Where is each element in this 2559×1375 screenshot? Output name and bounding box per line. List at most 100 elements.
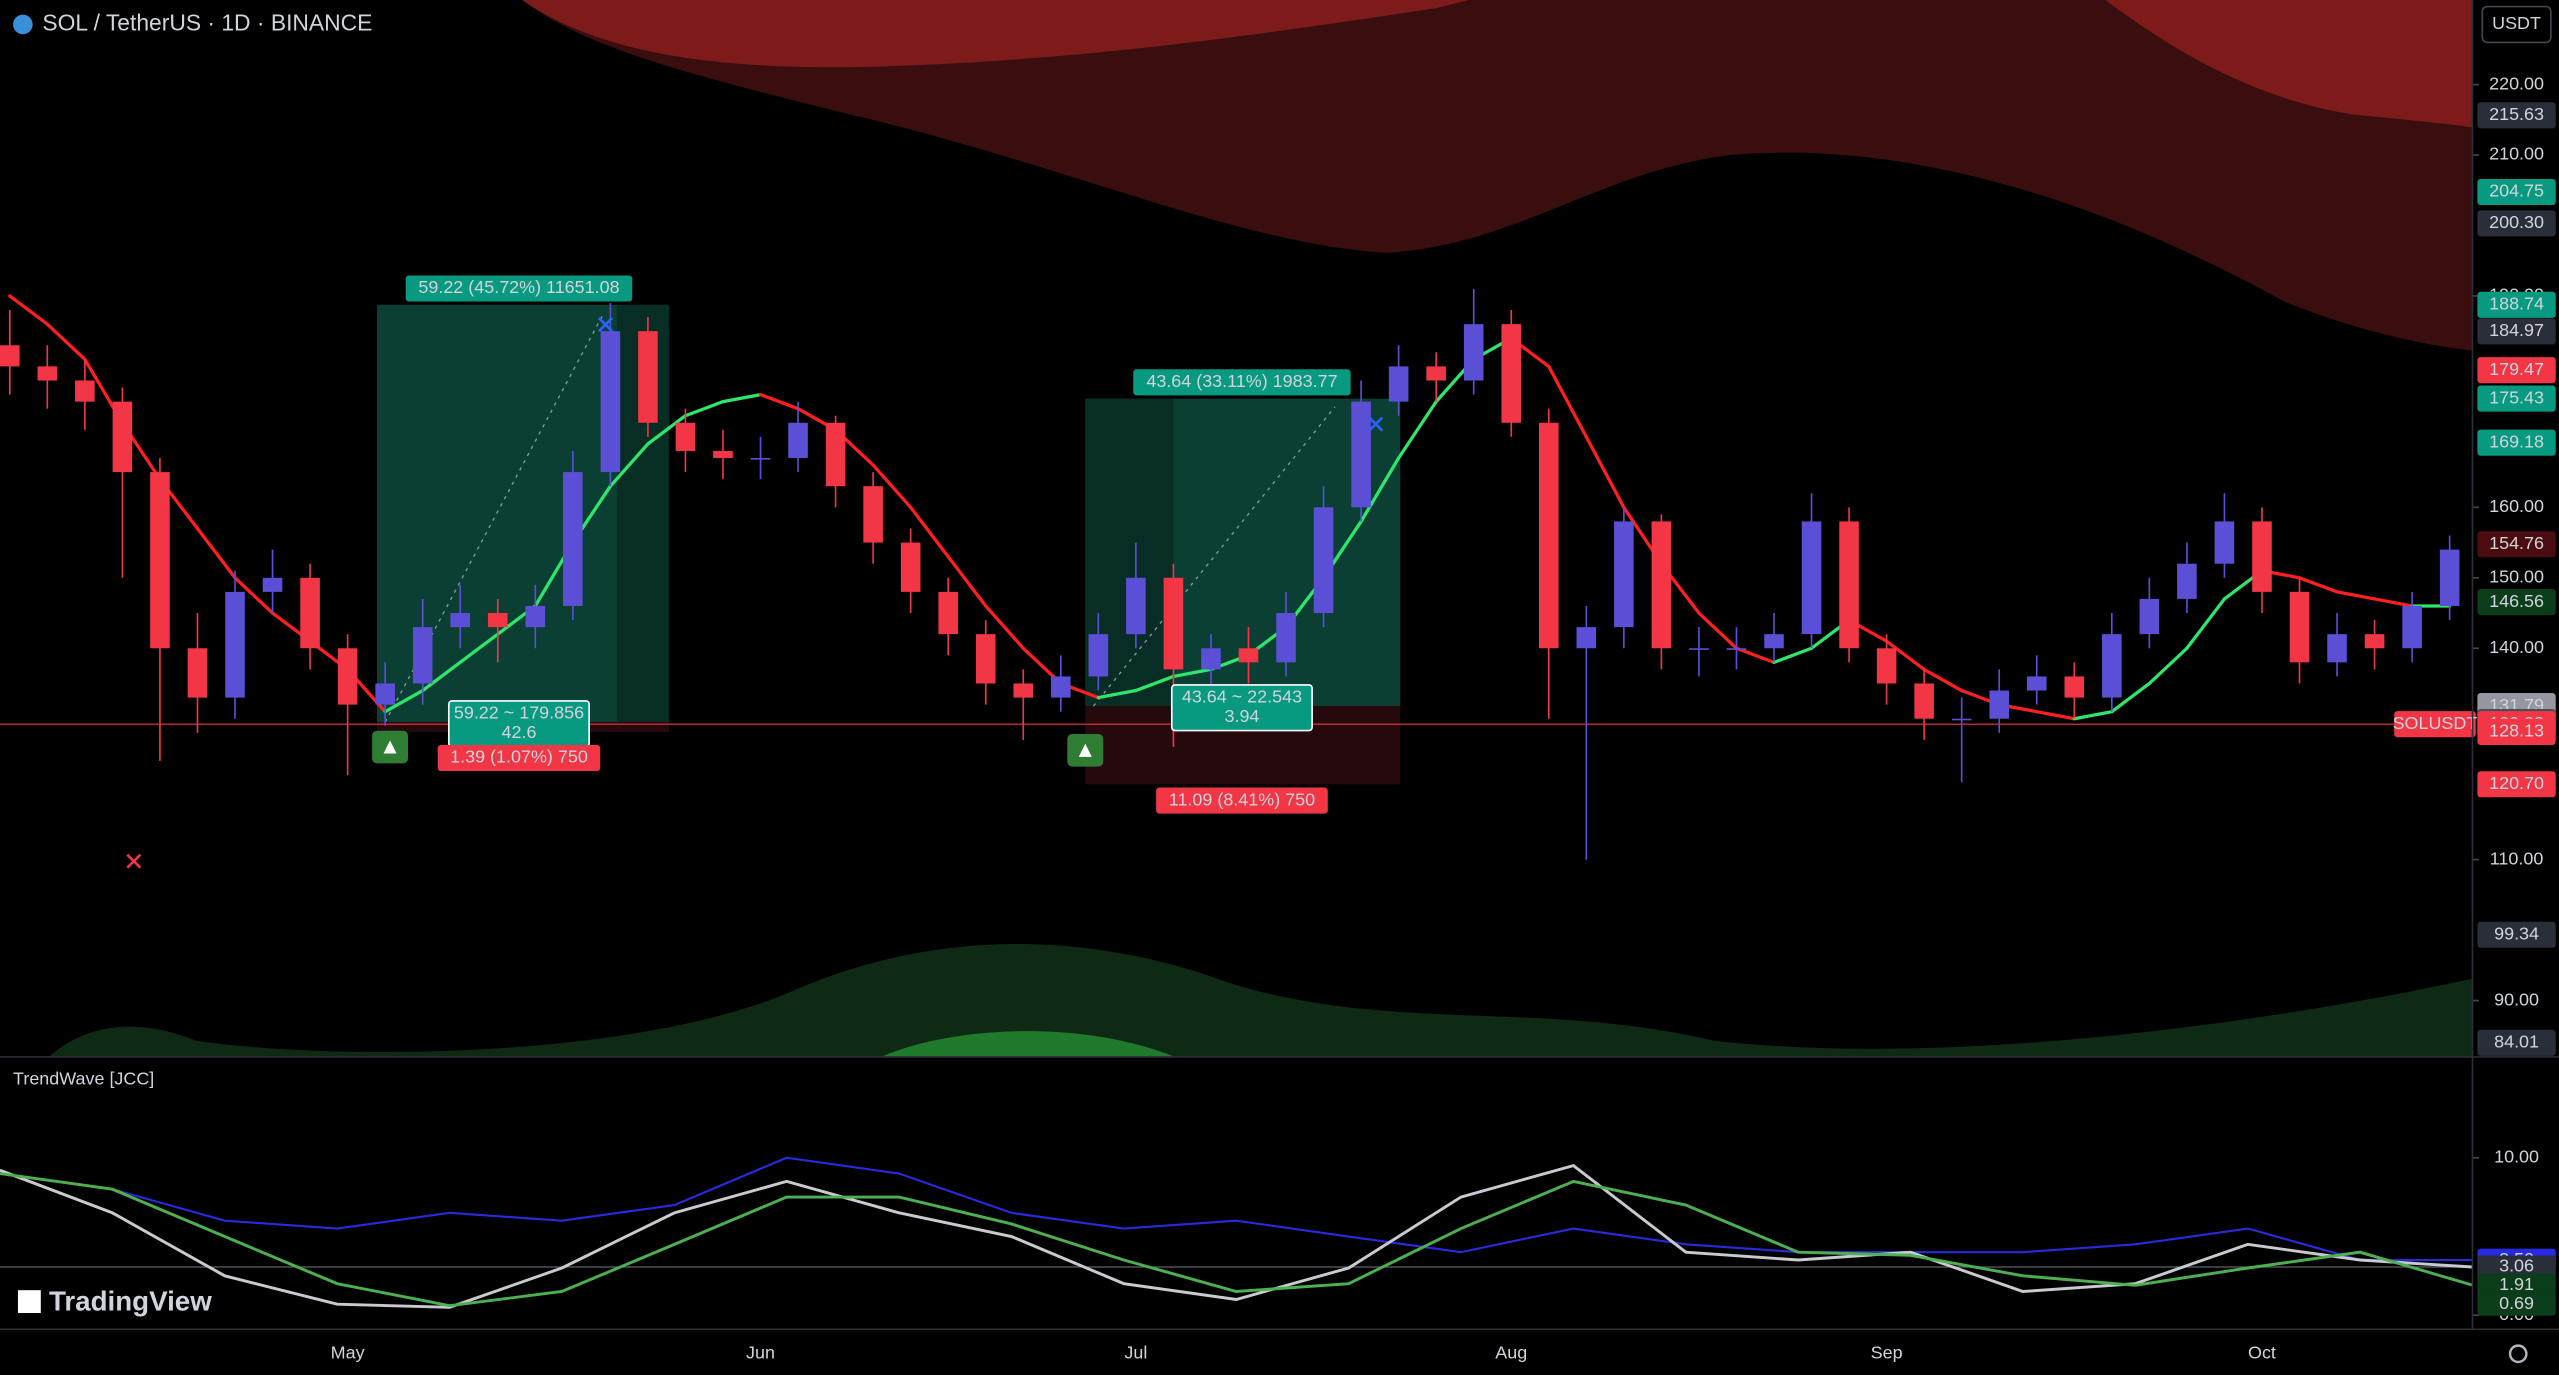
candle-body [1876, 648, 1897, 684]
candle-body [1989, 690, 2010, 719]
trend-line [909, 505, 950, 559]
trend-line [984, 604, 1025, 650]
price-badge [2477, 385, 2556, 412]
trend-line [646, 414, 688, 446]
price-badge [2477, 178, 2556, 206]
trade-risk-bg [1156, 787, 1328, 814]
symbol-icon[interactable] [13, 14, 33, 35]
settings-icon[interactable] [2508, 1344, 2528, 1364]
trade-result-bg [1133, 369, 1351, 396]
trade-entry: 43.64 ~ 22.543 [1182, 687, 1302, 707]
candle-body [638, 331, 658, 423]
currency-label[interactable]: USDT [2492, 13, 2541, 33]
trend-line [458, 632, 500, 664]
candle-body [337, 648, 358, 705]
candle-body [2214, 521, 2235, 564]
price-badge-label: 175.43 [2489, 387, 2544, 407]
plot-area: May Jun Jul Aug Sep Oct 59.22 (45.72%) 11651.0… [0, 73, 2556, 1363]
candle-body [150, 472, 170, 649]
candle-body [1538, 422, 1559, 649]
candle-body [713, 450, 733, 459]
trend-line [2335, 590, 2377, 601]
y-tick-label: 220.00 [2489, 73, 2544, 93]
candle-body [2177, 563, 2197, 599]
candle-body [1651, 521, 1672, 649]
candle-body [2102, 634, 2122, 698]
indicator-badge [2477, 1292, 2556, 1316]
price-badge [2477, 588, 2556, 616]
indicator-badge-label: 1.91 [2499, 1274, 2534, 1294]
exit-marker [1368, 416, 1384, 432]
trend-line [1772, 646, 1814, 664]
price-badge [2477, 771, 2556, 798]
candle-body [2364, 634, 2385, 649]
entry-signal-arrow [1078, 743, 1092, 757]
candle-body [825, 422, 846, 487]
indicator-badge [2477, 1273, 2556, 1297]
price-badge-label: 204.75 [2489, 181, 2544, 201]
trend-line [1884, 639, 1926, 672]
price-badge [2477, 921, 2556, 948]
trade-result-bg [405, 275, 633, 302]
candle-body [563, 472, 583, 606]
symbol-title[interactable]: SOL / TetherUS · 1D · BINANCE [42, 10, 372, 36]
price-badge-label: 154.76 [2489, 533, 2544, 553]
x-tick-label: Sep [1871, 1343, 1903, 1363]
y-tick-label: 110.00 [2490, 848, 2544, 868]
trend-line [1134, 674, 1176, 693]
trade-risk: 1.39 (1.07%) 750 [450, 747, 588, 767]
trend-line [1359, 456, 1401, 524]
price-badge [2477, 210, 2556, 237]
candle-body [1764, 634, 1784, 649]
candle-body [975, 634, 996, 684]
candle-body [487, 613, 508, 628]
trend-line [421, 660, 462, 693]
candle-body [675, 422, 696, 451]
watermark: TradingView [49, 1286, 212, 1317]
indicator-badge [2477, 1255, 2556, 1279]
price-badge-label: 128.13 [2489, 721, 2544, 741]
trade-result: 43.64 (33.11%) 1983.77 [1146, 371, 1337, 391]
price-badge [2477, 102, 2556, 129]
trend-line [8, 294, 49, 326]
candle-body [0, 345, 20, 367]
resistance-cloud-core [522, 0, 2473, 128]
price-badge [2477, 291, 2556, 318]
x-tick-label: Jun [746, 1343, 775, 1363]
trend-line [1697, 611, 1739, 650]
candle-body [750, 458, 771, 460]
candle-body [2139, 598, 2160, 635]
candle-body [2327, 634, 2347, 663]
oscillator-line [0, 1172, 2473, 1308]
trade-path [1092, 406, 1336, 707]
trend-line [1584, 435, 1626, 509]
indicator-title[interactable]: TrendWave [JCC] [13, 1069, 154, 1089]
trade-entry-bg [1170, 684, 1313, 732]
candle-body [1951, 718, 1972, 721]
candle-body [1351, 401, 1371, 508]
price-badge-label: 215.63 [2489, 104, 2544, 124]
trend-line [1547, 364, 1588, 439]
candle-body [112, 401, 133, 473]
candle-body [1839, 521, 1859, 649]
currency-button[interactable] [2481, 5, 2552, 44]
trend-line [2072, 710, 2114, 721]
trend-line [2110, 681, 2151, 714]
candle-body [1051, 676, 1071, 698]
entry-signal-arrow [383, 740, 397, 754]
trend-line [1922, 667, 1964, 693]
candle-body [1501, 324, 1522, 423]
candle-body [2064, 676, 2085, 698]
y-tick-label: 160.00 [2489, 496, 2544, 516]
trend-line [683, 400, 725, 418]
trend-line [233, 576, 275, 615]
symbol-badge [2394, 711, 2476, 738]
support-cloud [48, 943, 2473, 1057]
price-badge-label: 84.01 [2494, 1032, 2539, 1052]
candle-body [375, 683, 395, 705]
candle-body [412, 627, 433, 684]
candle-body [1689, 648, 1709, 650]
symbol-badge-label: SOLUSDT [2393, 713, 2478, 733]
